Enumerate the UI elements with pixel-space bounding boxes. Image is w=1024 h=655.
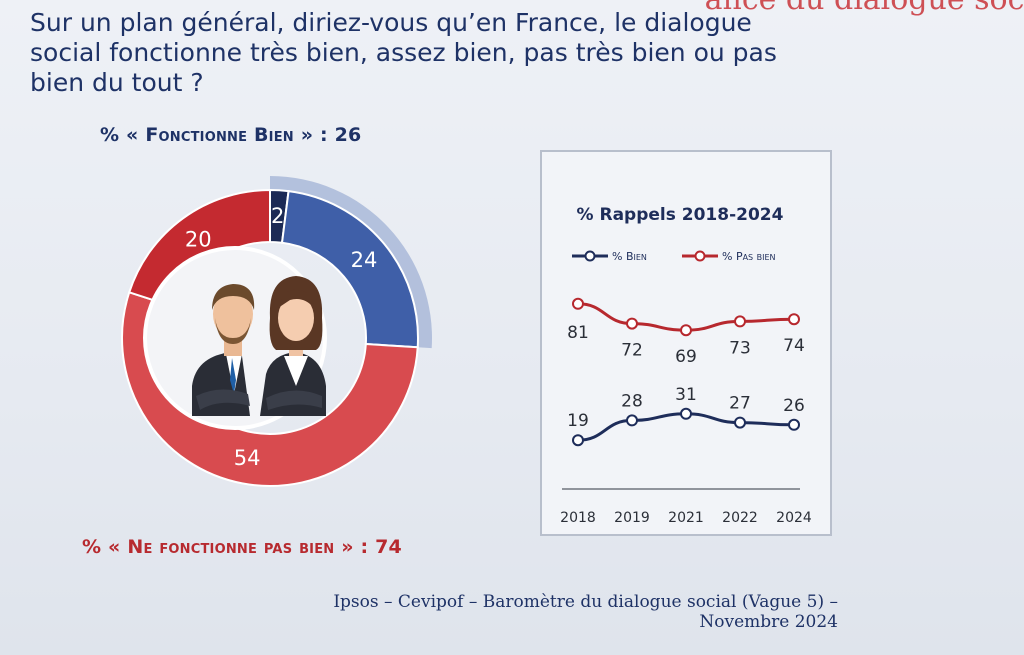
label-bien-2018: 19: [567, 411, 589, 431]
point-bien-2024: [788, 418, 800, 431]
point-bien-2021: [680, 407, 692, 420]
point-bien-2019: [626, 414, 638, 427]
source-line-2: Novembre 2024: [699, 612, 838, 632]
background-slide-text: ance du dialogue soci: [705, 0, 1024, 17]
donut-label-fairly-good: 24: [351, 248, 378, 272]
bad-summary-label: % « Ne fonctionne pas bien » : 74: [82, 536, 402, 558]
donut-chart: 2 24 54 20: [121, 176, 432, 487]
business-people-illustration: [143, 246, 327, 430]
woman-figure: [260, 276, 326, 416]
point-pas-bien-2024: [788, 313, 800, 326]
point-pas-bien-2021: [680, 324, 692, 337]
label-bien-2019: 28: [621, 391, 643, 411]
good-summary-label: % « Fonctionne Bien » : 26: [100, 124, 362, 146]
x-tick-2019: 2019: [614, 510, 650, 526]
point-pas-bien-2022: [734, 315, 746, 328]
segment-not-very-good: [121, 291, 419, 487]
x-tick-2018: 2018: [560, 510, 596, 526]
segment-fairly-good: [280, 190, 419, 349]
donut-label-very-good: 2: [271, 204, 284, 228]
x-tick-2024: 2024: [776, 510, 812, 526]
legend-swatch-marker: [694, 250, 706, 262]
label-pas-bien-2018: 81: [567, 323, 589, 343]
trend-chart-panel: % Rappels 2018-2024 % Bien % Pas bien 19 2…: [540, 150, 832, 536]
donut-label-not-very-good: 54: [234, 446, 261, 470]
source-footnote: Ipsos – Cevipof – Baromètre du dialogue …: [218, 592, 838, 632]
question-title: Sur un plan général, diriez-vous qu’en F…: [30, 8, 777, 97]
x-tick-2021: 2021: [668, 510, 704, 526]
man-figure: [192, 284, 255, 416]
legend-label: % Pas bien: [722, 250, 776, 263]
label-bien-2021: 31: [675, 385, 697, 405]
point-bien-2022: [734, 416, 746, 429]
donut-label-not-at-all: 20: [185, 227, 212, 251]
legend-item-bien: % Bien: [572, 250, 647, 263]
legend-label: % Bien: [612, 250, 647, 263]
trend-legend: % Bien % Pas bien: [572, 250, 776, 263]
label-bien-2024: 26: [783, 396, 805, 416]
point-pas-bien-2019: [626, 317, 638, 330]
point-bien-2018: [572, 434, 584, 447]
label-bien-2022: 27: [729, 394, 751, 414]
x-tick-2022: 2022: [722, 510, 758, 526]
label-pas-bien-2022: 73: [729, 338, 751, 358]
source-line-1: Ipsos – Cevipof – Baromètre du dialogue …: [333, 592, 838, 612]
legend-swatch-marker: [584, 250, 596, 262]
trend-chart-title: % Rappels 2018-2024: [577, 205, 784, 225]
point-pas-bien-2018: [572, 297, 584, 310]
legend-item-pas-bien: % Pas bien: [682, 250, 776, 263]
label-pas-bien-2021: 69: [675, 347, 697, 367]
trend-line-chart: % Rappels 2018-2024 % Bien % Pas bien 19 2…: [560, 205, 812, 526]
label-pas-bien-2019: 72: [621, 341, 643, 361]
label-pas-bien-2024: 74: [783, 336, 805, 356]
